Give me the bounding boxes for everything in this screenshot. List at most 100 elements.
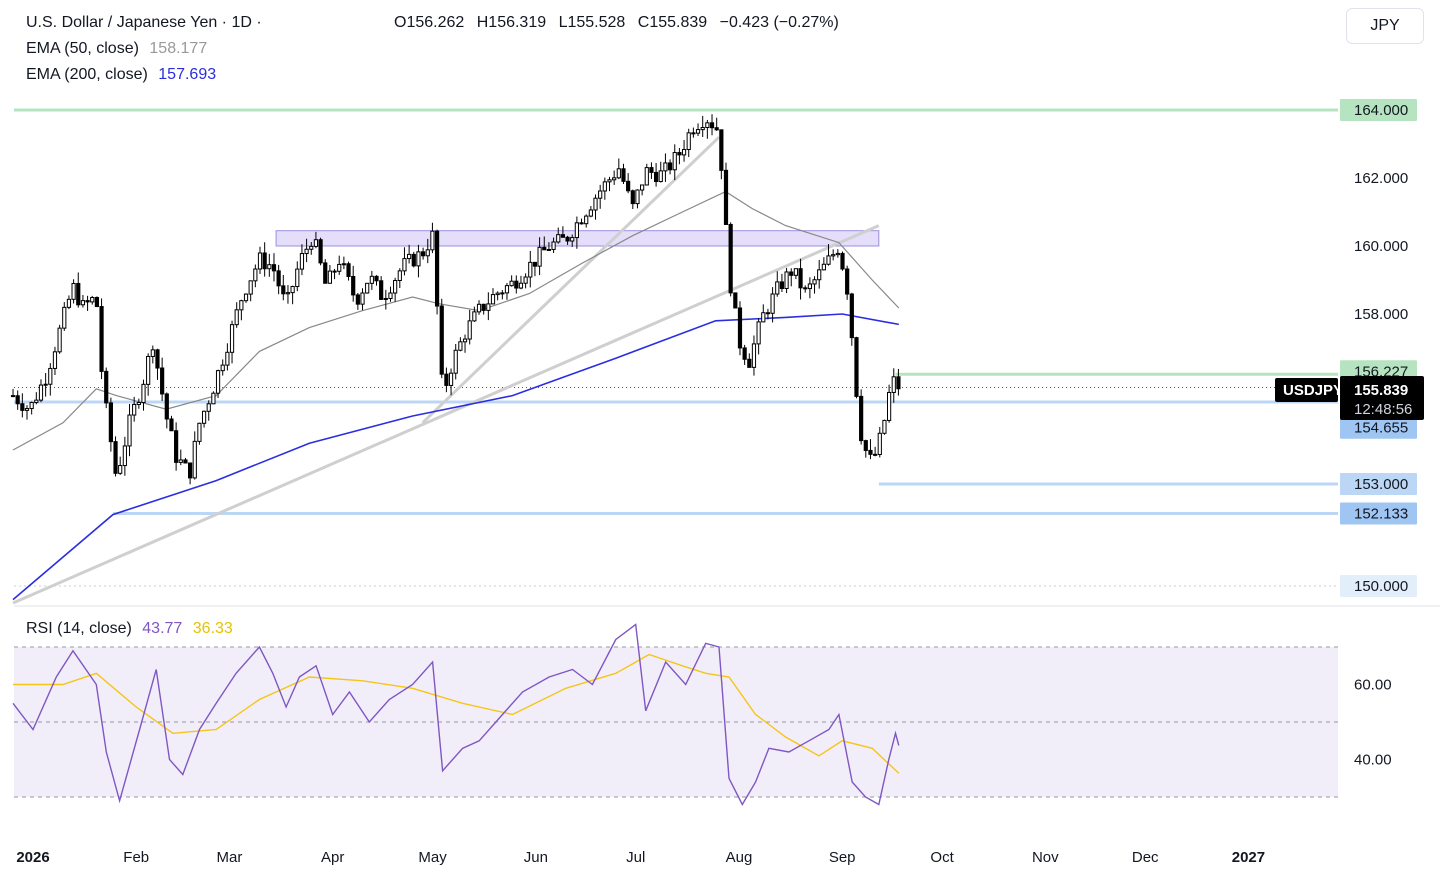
candle-body: [709, 122, 715, 129]
candle-body: [24, 408, 30, 411]
candle-body: [644, 167, 649, 186]
candle: [593, 194, 598, 220]
candle-body: [495, 292, 500, 296]
candle: [891, 368, 896, 403]
candle: [779, 273, 785, 293]
candle-body: [332, 270, 337, 273]
candle-body: [304, 248, 309, 255]
candle-body: [57, 327, 62, 353]
time-tick-label: 2026: [16, 849, 49, 866]
candle-body: [425, 249, 430, 257]
current-price: 155.839: [1354, 382, 1408, 399]
candle: [835, 249, 840, 258]
candle: [360, 288, 365, 311]
candle: [155, 348, 160, 380]
ema200-legend[interactable]: EMA (200, close) 157.693: [26, 66, 222, 84]
candle-body: [52, 351, 58, 369]
candle: [845, 265, 850, 300]
candle-body: [542, 246, 547, 251]
candle-body: [113, 441, 118, 474]
candle: [262, 242, 267, 277]
candle: [118, 456, 123, 475]
candle-body: [821, 263, 826, 271]
time-tick-label: Nov: [1032, 849, 1059, 866]
candle: [327, 264, 332, 284]
candle: [80, 295, 86, 308]
candle-body: [514, 280, 519, 289]
candle-body: [570, 237, 575, 242]
candle: [602, 177, 607, 200]
candle: [225, 343, 230, 371]
candle: [229, 320, 235, 364]
candle-body: [817, 269, 822, 281]
candle-body: [486, 303, 491, 311]
candle: [821, 257, 826, 271]
candle-body: [174, 430, 179, 463]
candle: [588, 206, 593, 218]
candle: [560, 226, 565, 238]
candle-body: [686, 132, 691, 151]
candle: [462, 334, 468, 353]
time-tick-label: May: [418, 849, 447, 866]
candle: [882, 419, 887, 435]
candle: [402, 247, 407, 276]
candle-body: [71, 282, 76, 300]
candle: [104, 367, 109, 409]
candle: [425, 238, 430, 264]
candle: [807, 277, 812, 299]
candle-body: [34, 399, 39, 403]
candle-body: [257, 252, 263, 270]
candle-body: [118, 465, 123, 474]
candle-body: [784, 271, 789, 289]
candle-body: [756, 321, 761, 345]
candle: [584, 214, 589, 228]
candle: [798, 258, 803, 300]
candle: [686, 128, 691, 158]
candle-body: [849, 293, 854, 339]
candle: [34, 392, 39, 405]
candle-body: [574, 222, 579, 239]
candle-body: [360, 292, 365, 305]
candle-body: [835, 252, 840, 256]
candle-body: [355, 294, 360, 305]
rsi-value: 43.77: [142, 620, 183, 637]
candle: [458, 337, 463, 352]
candle-body: [840, 252, 845, 270]
candle: [630, 189, 635, 209]
candle: [15, 390, 20, 410]
price-tick-label: 152.133: [1354, 505, 1408, 522]
candle: [239, 299, 244, 321]
candle-body: [188, 462, 193, 479]
candle-body: [439, 305, 444, 375]
candle: [313, 231, 319, 249]
candle: [509, 275, 514, 287]
price-tick-label: 150.000: [1354, 578, 1408, 595]
currency-button[interactable]: JPY: [1346, 8, 1424, 44]
candle: [649, 162, 654, 179]
candle: [523, 273, 528, 289]
candle: [197, 422, 202, 445]
ema50-legend[interactable]: EMA (50, close) 158.177: [26, 40, 213, 58]
candle-body: [341, 263, 346, 266]
candle-body: [285, 292, 291, 295]
candle-body: [807, 283, 812, 290]
candle: [887, 384, 892, 423]
candle: [737, 301, 743, 356]
candle-body: [667, 162, 673, 171]
candle-body: [444, 373, 449, 386]
rsi-label: RSI (14, close): [26, 620, 132, 637]
candle-body: [640, 184, 645, 191]
candle-body: [164, 393, 169, 420]
candle: [285, 285, 291, 304]
rsi-legend[interactable]: RSI (14, close) 43.77 36.33: [26, 620, 239, 638]
candle-body: [192, 440, 197, 479]
candle-body: [29, 401, 34, 410]
candle: [309, 242, 314, 255]
candle: [174, 422, 179, 471]
rsi-tick-label: 60.00: [1354, 677, 1392, 694]
symbol-title[interactable]: U.S. Dollar / Japanese Yen · 1D ·: [26, 14, 262, 31]
candle-body: [826, 255, 831, 265]
candle-body: [379, 280, 384, 300]
candle-body: [765, 312, 771, 315]
